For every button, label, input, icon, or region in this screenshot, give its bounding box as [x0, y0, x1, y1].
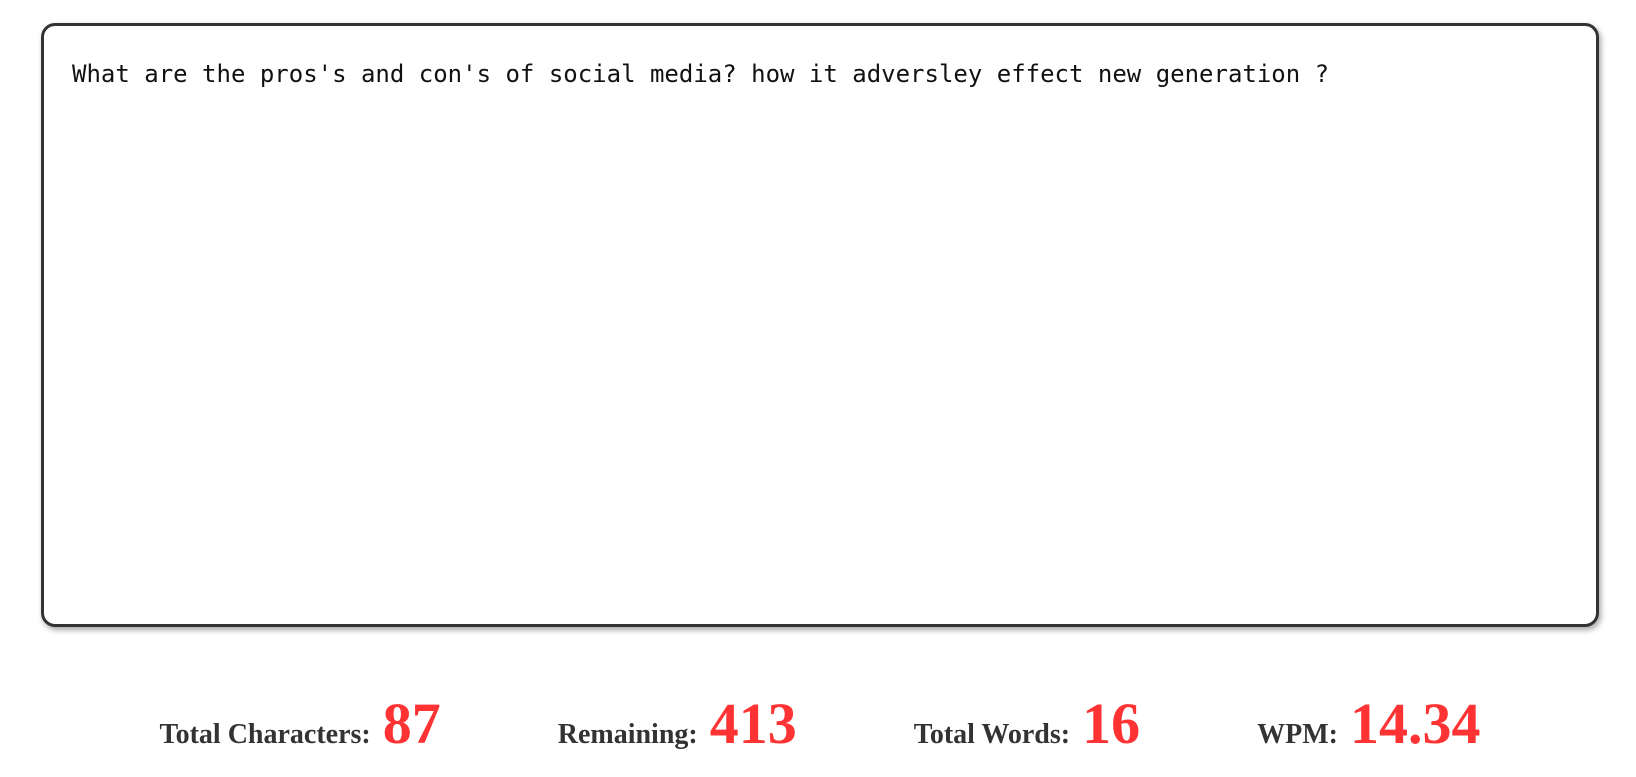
stat-total-words-value: 16 [1082, 691, 1141, 756]
stat-wpm: WPM: 14.34 [1257, 690, 1480, 757]
stat-total-characters: Total Characters: 87 [159, 690, 440, 757]
typing-text-area[interactable]: What are the pros's and con's of social … [44, 26, 1596, 624]
stat-remaining-value: 413 [709, 691, 797, 756]
stats-bar: Total Characters: 87 Remaining: 413 Tota… [41, 690, 1599, 760]
stat-total-words-label: Total Words: [913, 719, 1071, 750]
stat-remaining: Remaining: 413 [558, 690, 797, 757]
stat-remaining-label: Remaining: [557, 719, 698, 750]
text-editor-container: What are the pros's and con's of social … [41, 23, 1599, 627]
stat-wpm-label: WPM: [1257, 719, 1338, 750]
stat-total-characters-value: 87 [382, 691, 441, 756]
stat-total-words: Total Words: 16 [914, 690, 1140, 757]
stat-total-characters-label: Total Characters: [159, 719, 371, 750]
stat-wpm-value: 14.34 [1349, 691, 1481, 756]
